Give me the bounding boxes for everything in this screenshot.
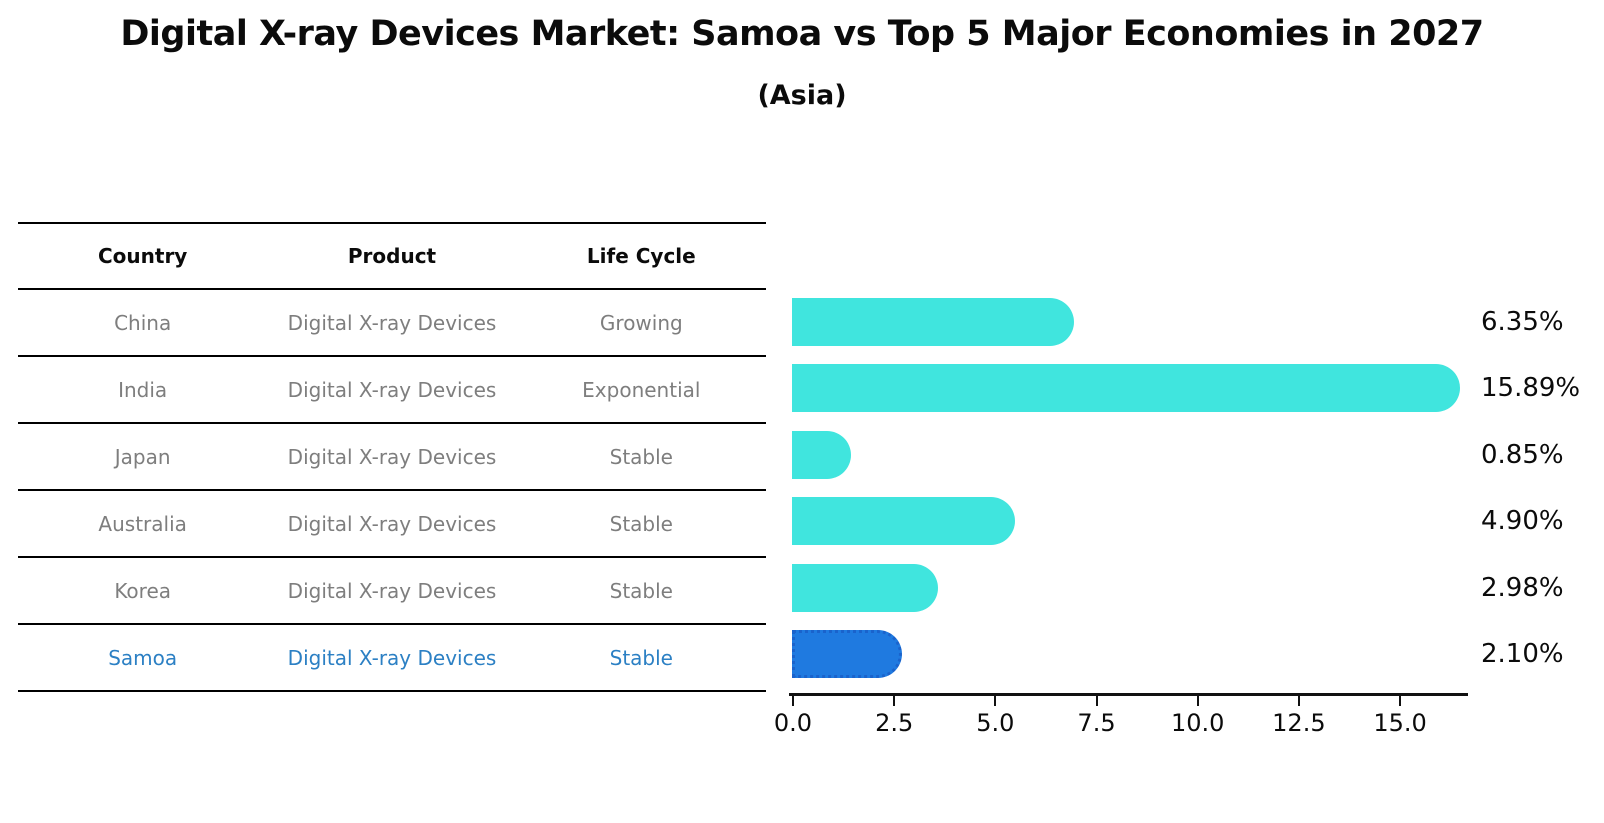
bar-value-label: 15.89% <box>1481 373 1581 404</box>
x-axis-tick-label: 7.5 <box>1077 709 1116 737</box>
table-row: Japan Digital X-ray Devices Stable <box>18 424 766 491</box>
cell-country: China <box>114 310 172 335</box>
cell-country: Australia <box>98 511 187 536</box>
cell-country: Japan <box>114 444 171 469</box>
bar-samoa <box>792 630 902 678</box>
x-axis-tick <box>1297 696 1300 706</box>
x-axis-tick <box>893 696 896 706</box>
cell-country: Korea <box>114 578 172 603</box>
chart-title: Digital X-ray Devices Market: Samoa vs T… <box>120 14 1484 54</box>
cell-life-cycle: Stable <box>609 444 673 469</box>
x-axis-tick-label: 15.0 <box>1373 709 1427 737</box>
cell-life-cycle: Exponential <box>582 377 701 402</box>
table-row: India Digital X-ray Devices Exponential <box>18 357 766 424</box>
x-axis-tick-label: 10.0 <box>1170 709 1225 737</box>
country-table: Country Product Life Cycle China Digital … <box>18 222 766 692</box>
cell-product: Digital X-ray Devices <box>287 645 497 670</box>
bar-china <box>792 298 1074 346</box>
cell-country: India <box>118 377 168 402</box>
cell-country: Samoa <box>108 645 178 670</box>
bar-korea <box>792 563 938 612</box>
bar-value-label: 4.90% <box>1481 506 1564 537</box>
table-body: China Digital X-ray Devices Growing India Di… <box>18 290 766 692</box>
bar-australia <box>792 497 1015 546</box>
bar-value-label: 6.35% <box>1481 307 1564 337</box>
chart-subtitle: (Asia) <box>757 80 847 111</box>
table-row: Samoa Digital X-ray Devices Stable <box>18 625 766 692</box>
table-row: Korea Digital X-ray Devices Stable <box>18 558 766 625</box>
cell-product: Digital X-ray Devices <box>287 444 497 469</box>
x-axis-tick <box>1196 696 1199 706</box>
bar-value-label: 2.10% <box>1481 639 1564 669</box>
x-axis-tick <box>1095 696 1098 706</box>
x-axis-tick-label: 5.0 <box>976 709 1015 737</box>
x-axis-tick-label: 2.5 <box>875 709 914 737</box>
table-row: Australia Digital X-ray Devices Stable <box>18 491 766 558</box>
x-axis-tick-label: 0.0 <box>773 709 813 737</box>
table-row: China Digital X-ray Devices Growing <box>18 290 766 357</box>
cell-product: Digital X-ray Devices <box>287 310 497 335</box>
column-header-country: Country <box>97 244 188 268</box>
x-axis-tick <box>1399 696 1402 706</box>
cell-life-cycle: Growing <box>599 310 683 335</box>
cell-product: Digital X-ray Devices <box>287 377 497 402</box>
cell-life-cycle: Stable <box>609 511 673 536</box>
bar-value-label: 0.85% <box>1481 439 1564 470</box>
x-axis-tick <box>792 696 794 706</box>
bar-india <box>792 364 1460 413</box>
table-header-row: Country Product Life Cycle <box>18 224 766 290</box>
column-header-life-cycle: Life Cycle <box>586 244 696 268</box>
cell-product: Digital X-ray Devices <box>287 578 497 603</box>
x-axis-line <box>789 693 1468 696</box>
cell-product: Digital X-ray Devices <box>287 511 497 536</box>
x-axis-tick <box>994 696 997 706</box>
bar-japan <box>792 430 851 479</box>
x-axis-tick-label: 12.5 <box>1272 709 1326 737</box>
column-header-product: Product <box>347 244 437 268</box>
cell-life-cycle: Stable <box>609 645 673 670</box>
cell-life-cycle: Stable <box>609 578 673 603</box>
bar-value-label: 2.98% <box>1481 572 1564 603</box>
